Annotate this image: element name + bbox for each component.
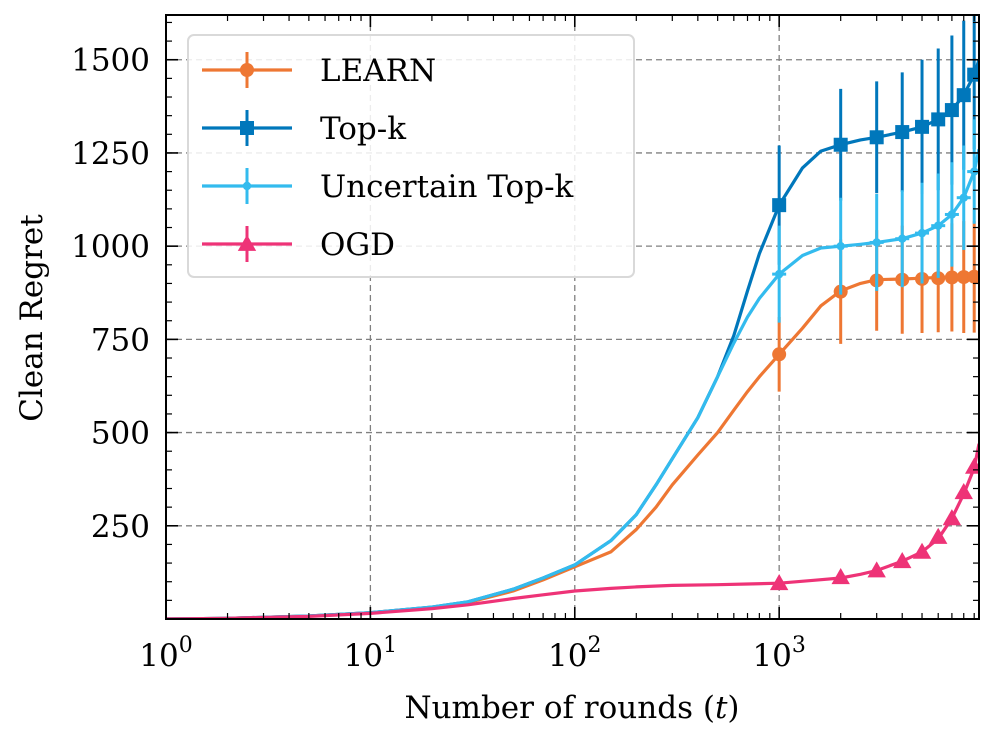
data-point (833, 241, 848, 251)
data-point (944, 270, 959, 285)
x-tick-label: 101 (344, 633, 397, 674)
y-axis-label: Clean Regret (14, 214, 50, 422)
x-tick-base: 10 (548, 638, 587, 674)
x-tick-label: 102 (548, 633, 601, 674)
data-point (931, 221, 946, 230)
y-tick-label: 500 (91, 416, 150, 452)
data-point (944, 210, 959, 219)
data-point (965, 457, 979, 474)
x-tick-exponent: 1 (383, 633, 397, 658)
data-point (895, 125, 910, 140)
data-point (956, 270, 971, 285)
data-point (942, 509, 962, 526)
data-point (893, 552, 912, 569)
data-point (869, 130, 884, 145)
data-point (956, 88, 971, 103)
x-tick-exponent: 3 (792, 633, 806, 658)
x-axis-label-prefix: Number of rounds ( (404, 690, 714, 726)
data-point (772, 347, 787, 362)
legend-marker (240, 181, 254, 191)
data-point (769, 574, 789, 591)
legend-label: Top-k (320, 111, 406, 147)
data-point (929, 527, 948, 544)
data-point (956, 193, 971, 202)
data-point (772, 198, 787, 213)
x-tick-base: 10 (752, 638, 791, 674)
legend: LEARN Top-k Uncertain Top-k OGD (187, 34, 635, 278)
series-line (166, 443, 979, 619)
data-point (869, 238, 884, 247)
legend-item: OGD (202, 226, 395, 263)
plot-frame (165, 14, 980, 620)
legend-marker (237, 234, 257, 251)
x-tick-exponent: 0 (179, 633, 193, 658)
y-tick-label: 250 (91, 509, 150, 545)
legend-marker (240, 121, 254, 135)
x-axis-label-var: t (715, 690, 728, 726)
data-point (967, 67, 979, 82)
data-point (895, 234, 910, 243)
data-point (833, 137, 848, 152)
data-point (944, 103, 959, 118)
series-uncertain-top-k (166, 119, 979, 619)
data-point (967, 269, 979, 284)
series-learn (166, 220, 979, 619)
series-ogd (166, 443, 979, 619)
legend-label: LEARN (320, 53, 436, 89)
x-tick-base: 10 (344, 638, 383, 674)
legend-item: LEARN (202, 52, 436, 89)
data-point (915, 228, 930, 238)
y-tick-label: 1250 (71, 136, 150, 172)
data-point (915, 119, 930, 134)
series-group (166, 15, 979, 619)
data-point (772, 269, 787, 279)
x-tick-label: 103 (752, 633, 805, 674)
data-point (831, 568, 850, 585)
legend-box (187, 34, 635, 278)
x-tick-exponent: 2 (588, 633, 602, 658)
legend-label: Uncertain Top-k (320, 169, 574, 205)
x-axis-label-suffix: ) (727, 690, 739, 726)
x-tick-label: 100 (139, 633, 192, 674)
y-tick-label: 750 (91, 322, 150, 358)
data-point (954, 483, 973, 500)
data-point (867, 561, 886, 578)
legend-item: Top-k (202, 110, 406, 147)
x-tick-base: 10 (139, 638, 178, 674)
data-point (931, 271, 946, 286)
y-tick-label: 1500 (71, 43, 150, 79)
legend-marker (240, 63, 254, 77)
x-axis-label: Number of rounds (t) (404, 690, 739, 726)
legend-label: OGD (320, 227, 395, 263)
y-tick-label: 1000 (71, 229, 150, 265)
data-point (912, 542, 932, 559)
legend-item: Uncertain Top-k (202, 168, 574, 205)
data-point (931, 112, 946, 127)
